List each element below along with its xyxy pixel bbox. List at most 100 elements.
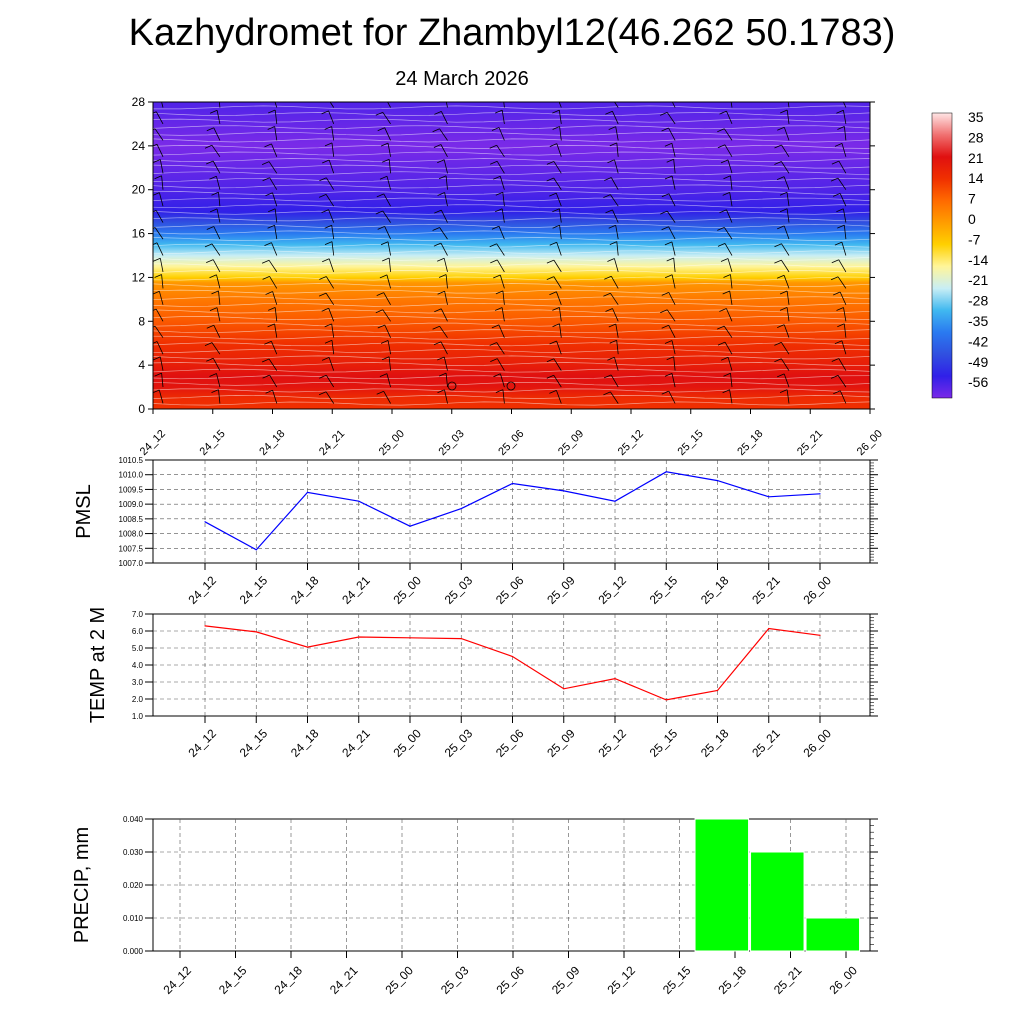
wind-barb xyxy=(213,226,221,240)
y-tick-label: 0.020 xyxy=(123,881,144,890)
wind-barb-flag xyxy=(607,159,615,164)
wind-barb-flag xyxy=(432,325,440,330)
x-tick-label: 25_00 xyxy=(390,573,424,607)
contour-line xyxy=(153,276,870,281)
wind-barb-flag xyxy=(204,342,213,346)
wind-barb xyxy=(213,325,221,338)
wind-barb-flag xyxy=(153,210,157,213)
colorbar-label: -56 xyxy=(968,374,988,390)
wind-barb-flag xyxy=(433,144,442,148)
wind-barb xyxy=(271,242,278,256)
colorbar-label: -28 xyxy=(968,293,988,309)
x-tick-label: 24_18 xyxy=(257,428,287,458)
wind-barb-flag xyxy=(776,274,785,279)
wind-barb-flag xyxy=(549,340,557,345)
wind-barb-flag xyxy=(552,126,560,130)
data-point xyxy=(768,496,770,498)
calm-wind-circle xyxy=(506,381,516,391)
wind-barb xyxy=(212,160,221,174)
data-point xyxy=(511,655,514,658)
wind-barb-flag xyxy=(717,144,726,149)
wind-barb xyxy=(161,102,164,108)
x-tick-label: 25_18 xyxy=(698,573,732,607)
wind-barb xyxy=(841,143,847,157)
wind-barb-flag xyxy=(493,373,501,378)
wind-barb xyxy=(843,323,847,338)
x-tick-label: 24_18 xyxy=(288,726,322,760)
contour-line xyxy=(153,362,870,366)
wind-barb xyxy=(501,307,505,322)
wind-barb-flag xyxy=(720,159,729,164)
x-tick-label: 25_12 xyxy=(616,428,646,458)
wind-barb xyxy=(501,110,505,124)
wind-barb xyxy=(328,357,335,371)
wind-barb-flag xyxy=(264,242,272,246)
wind-barb xyxy=(212,358,221,371)
y-tick-label: 1007.0 xyxy=(119,559,144,568)
wind-barb-flag xyxy=(206,127,214,132)
wind-barb-flag xyxy=(324,224,332,229)
wind-barb-flag xyxy=(549,390,557,394)
wind-barb xyxy=(325,292,335,306)
wind-barb xyxy=(331,142,335,157)
wind-barb-flag xyxy=(438,175,447,180)
wind-barb-flag xyxy=(206,160,214,165)
x-tick-label: 25_03 xyxy=(442,573,476,607)
wind-barb-flag xyxy=(549,143,557,147)
wind-barb xyxy=(783,127,790,141)
wind-barb xyxy=(837,276,847,289)
wind-barb xyxy=(216,274,221,289)
x-tick-label: 25_21 xyxy=(771,963,805,997)
x-tick-label: 24_21 xyxy=(339,573,373,607)
wind-barb-flag xyxy=(549,94,556,97)
wind-barb-flag xyxy=(437,257,445,262)
wind-barb xyxy=(556,390,562,404)
wind-barb xyxy=(559,307,562,322)
wind-barb xyxy=(331,241,335,256)
wind-barb-flag xyxy=(319,374,327,379)
wind-barb-flag xyxy=(211,290,219,295)
wind-barb xyxy=(156,144,164,157)
wind-barb-flag xyxy=(318,194,327,198)
wind-barb xyxy=(843,110,847,124)
wind-barb xyxy=(328,159,335,174)
wind-barb xyxy=(328,258,335,273)
x-tick-label: 25_15 xyxy=(660,963,694,997)
wind-barb-flag xyxy=(719,308,727,312)
wind-barb xyxy=(496,259,505,273)
wind-barb xyxy=(724,144,733,158)
wind-barb-flag xyxy=(666,257,674,262)
wind-barb xyxy=(154,128,164,141)
wind-barb-flag xyxy=(661,292,669,296)
wind-barb xyxy=(274,109,278,124)
wind-barb xyxy=(440,242,448,256)
wind-barb xyxy=(555,192,562,207)
contour-line xyxy=(153,375,870,380)
wind-barb xyxy=(325,276,335,289)
contour-line xyxy=(153,316,870,320)
colorbar-label: -42 xyxy=(968,333,988,349)
wind-barb-flag xyxy=(664,340,673,344)
wind-barb-flag xyxy=(779,208,788,213)
wind-barb xyxy=(161,175,164,190)
wind-barb-flag xyxy=(206,226,214,230)
y-axis-label: PRECIP, mm xyxy=(71,827,93,943)
y-tick-label: 28 xyxy=(132,95,146,109)
wind-barb-flag xyxy=(836,109,844,114)
wind-barb xyxy=(159,159,164,174)
data-point xyxy=(204,625,206,627)
contour-line xyxy=(153,138,870,143)
wind-barb-flag xyxy=(318,391,327,396)
wind-barb-flag xyxy=(211,389,219,393)
contour-line xyxy=(153,237,870,241)
contour-line xyxy=(153,204,870,209)
wind-barb xyxy=(723,128,733,141)
wind-barb xyxy=(212,259,221,273)
wind-barb-flag xyxy=(262,374,270,379)
wind-barb xyxy=(498,324,505,338)
wind-barb-flag xyxy=(153,325,156,328)
wind-barb xyxy=(844,126,847,141)
wind-barb-flag xyxy=(437,290,445,295)
wind-barb-flag xyxy=(495,208,503,213)
